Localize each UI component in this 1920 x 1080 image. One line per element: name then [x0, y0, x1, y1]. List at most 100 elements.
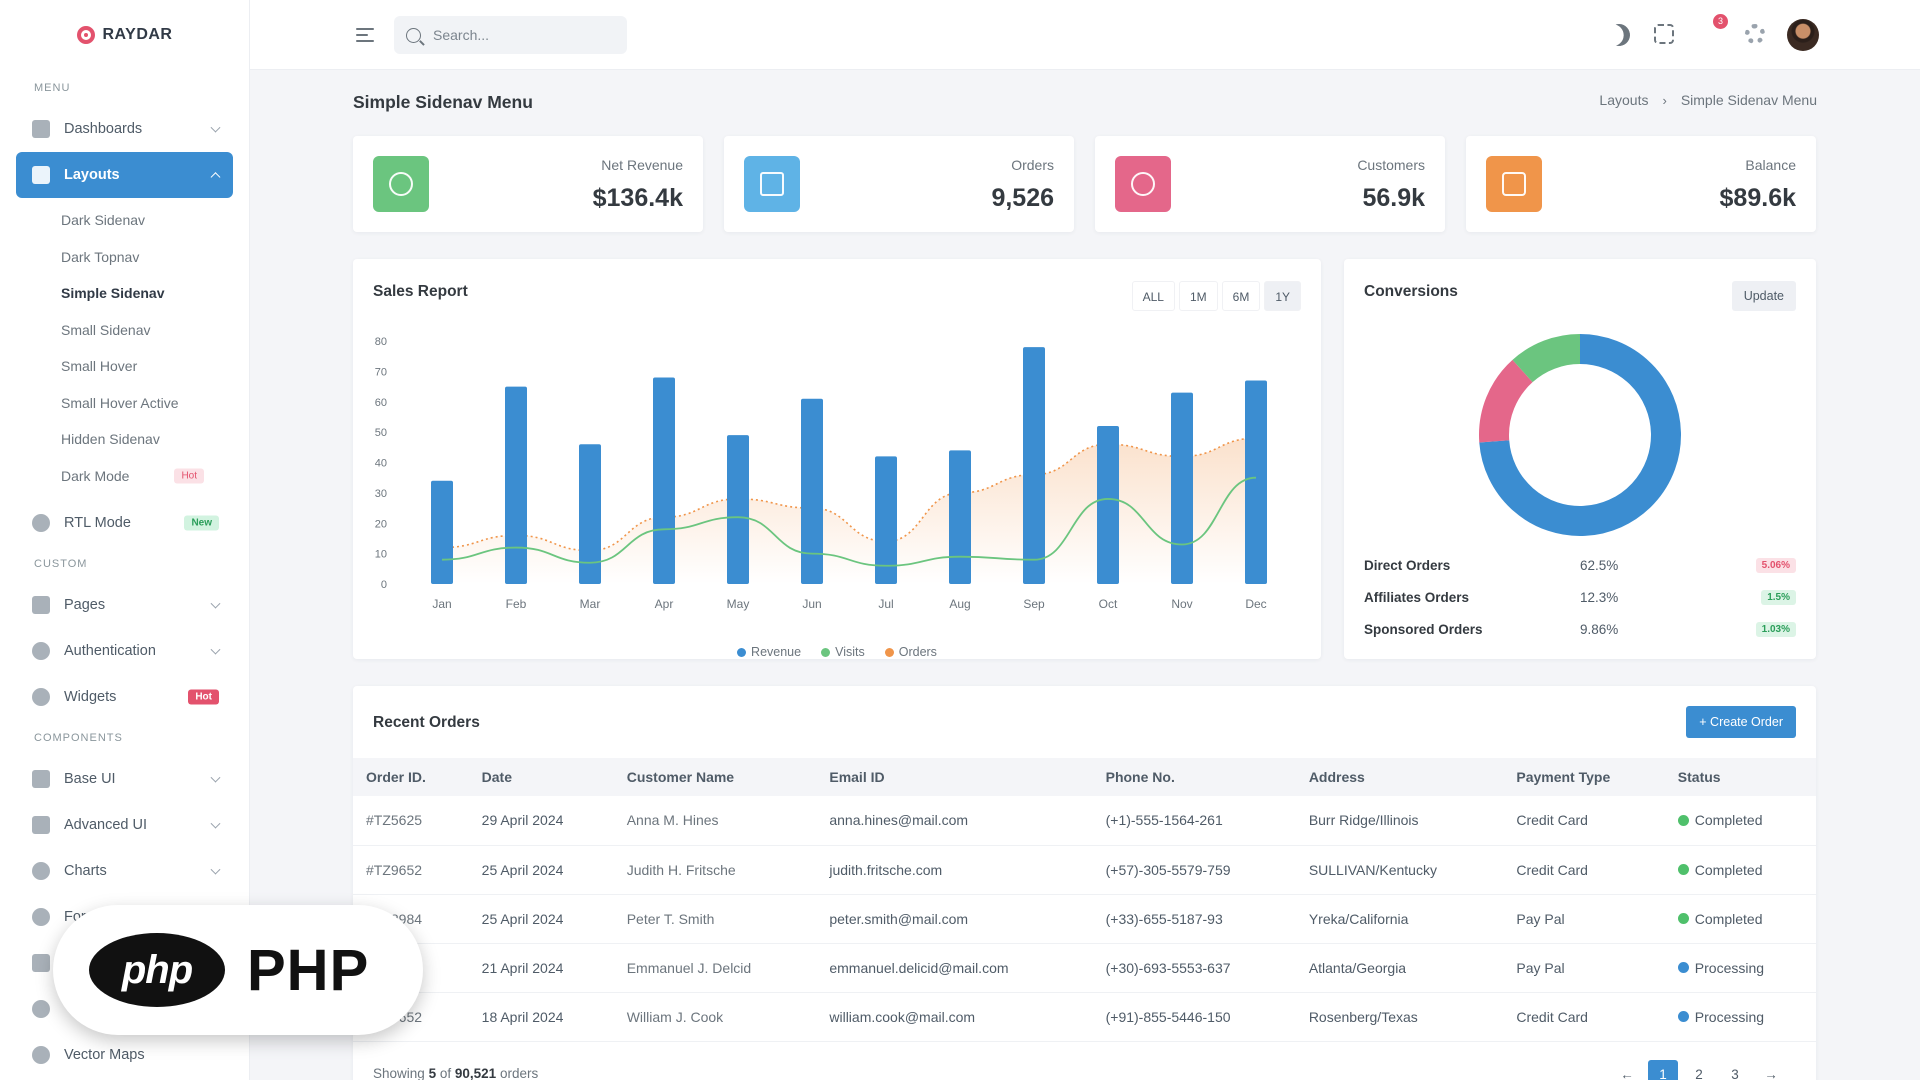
bell-icon[interactable]: 3 [1700, 14, 1728, 46]
revenue-bar[interactable] [949, 450, 971, 584]
conversions-donut-chart [1479, 334, 1681, 536]
revenue-bar[interactable] [505, 386, 527, 584]
table-row[interactable]: #TZ9652 25 April 2024 Judith H. Fritsche ju… [353, 845, 1816, 895]
brand-logo[interactable]: RAYDAR [0, 0, 249, 70]
revenue-bar[interactable] [1245, 380, 1267, 584]
sidebar-item-pages[interactable]: Pages [16, 582, 233, 628]
revenue-bar[interactable] [579, 444, 601, 584]
submenu-item-dark-topnav[interactable]: Dark Topnav [61, 248, 140, 265]
pagination-page-3[interactable]: 3 [1731, 1066, 1739, 1080]
table-cell-email: peter.smith@mail.com [816, 894, 1093, 944]
wallet-icon [1486, 156, 1542, 212]
legend-item-visits[interactable]: Visits [821, 645, 865, 659]
revenue-bar[interactable] [1171, 392, 1193, 584]
sidebar-item-icons[interactable] [16, 986, 233, 1032]
range-all-button[interactable]: ALL [1131, 281, 1175, 311]
submenu-item-small-hover[interactable]: Small Hover [61, 358, 138, 375]
create-order-button[interactable]: + Create Order [1686, 706, 1796, 738]
legend-item-revenue[interactable]: Revenue [737, 645, 801, 659]
menu-toggle-icon[interactable] [356, 28, 374, 42]
submenu-item-dark-mode[interactable]: Dark Mode Hot [0, 458, 249, 495]
revenue-bar[interactable] [431, 480, 453, 584]
revenue-bar[interactable] [653, 377, 675, 584]
range-6m-button[interactable]: 6M [1221, 281, 1261, 311]
status-badge: Completed [1677, 911, 1803, 927]
stat-value: $89.6k [1719, 184, 1796, 212]
table-cell-id[interactable]: #TZ5625 [353, 796, 469, 846]
pagination-page-1[interactable]: 1 [1648, 1060, 1678, 1080]
hot-badge: Hot [188, 689, 219, 705]
sidebar-item-dashboards[interactable]: Dashboards [16, 106, 233, 152]
table-cell-id[interactable]: #TZ9652 [353, 845, 469, 895]
table-cell-name[interactable]: Judith H. Fritsche [613, 845, 817, 895]
range-1m-button[interactable]: 1M [1178, 281, 1218, 311]
legend-item-orders[interactable]: Orders [884, 645, 937, 659]
y-tick-label: 40 [375, 458, 387, 470]
sidebar-item-base-ui[interactable]: Base UI [16, 756, 233, 802]
submenu-item-hidden-sidenav[interactable]: Hidden Sidenav [61, 431, 160, 448]
sidebar-item-vector-maps[interactable]: Vector Maps [16, 1032, 233, 1078]
status-label: Completed [1694, 812, 1763, 829]
fullscreen-icon[interactable] [1654, 24, 1674, 44]
pagination-page-2[interactable]: 2 [1695, 1066, 1703, 1080]
table-cell-name[interactable]: William J. Cook [613, 992, 817, 1042]
search-input[interactable] [433, 27, 603, 43]
table-cell-name[interactable]: Anna M. Hines [613, 796, 817, 846]
revenue-bar[interactable] [1097, 426, 1119, 584]
table-cell-payment: Credit Card [1503, 845, 1665, 895]
gear-icon[interactable] [1745, 24, 1765, 44]
moon-icon[interactable] [1605, 21, 1633, 49]
sidebar-item-layouts[interactable]: Layouts [16, 152, 233, 198]
chevron-down-icon [210, 598, 221, 609]
table-cell-name[interactable]: Emmanuel J. Delcid [613, 943, 817, 993]
update-button[interactable]: Update [1731, 281, 1796, 311]
sidebar-item-charts[interactable]: Charts [16, 848, 233, 894]
column-header[interactable]: Email ID [829, 769, 885, 785]
column-header[interactable]: Address [1308, 769, 1365, 785]
sidebar-item-widgets[interactable]: Widgets Hot [16, 674, 233, 720]
globe-icon [32, 1000, 50, 1018]
visits-line [441, 476, 1257, 567]
table-row[interactable]: #TZ5625 29 April 2024 Anna M. Hines anna.hi… [353, 796, 1816, 846]
sidebar-item-advanced-ui[interactable]: Advanced UI [16, 802, 233, 848]
revenue-bar[interactable] [727, 435, 749, 584]
revenue-bar[interactable] [801, 398, 823, 584]
breadcrumb-link-layouts[interactable]: Layouts [1599, 92, 1649, 108]
pagination-prev[interactable]: ← [1620, 1066, 1634, 1080]
column-header[interactable]: Customer Name [626, 769, 735, 785]
submenu-item-simple-sidenav[interactable]: Simple Sidenav [61, 285, 165, 302]
submenu-item-small-sidenav[interactable]: Small Sidenav [61, 321, 151, 338]
submenu-item-dark-sidenav[interactable]: Dark Sidenav [61, 212, 146, 229]
search-box[interactable] [394, 16, 627, 54]
column-header[interactable]: Order ID. [366, 769, 426, 785]
sidebar-item-rtl-mode[interactable]: RTL Mode New [16, 500, 233, 546]
donut-slice[interactable] [1479, 359, 1533, 443]
status-dot [1677, 962, 1689, 973]
avatar[interactable] [1787, 19, 1819, 51]
column-header[interactable]: Status [1677, 769, 1721, 785]
table-cell-date: 18 April 2024 [468, 992, 614, 1042]
table-cell-name[interactable]: Peter T. Smith [613, 894, 817, 944]
donut-slice[interactable] [1512, 334, 1581, 383]
php-floating-badge[interactable]: php PHP [53, 905, 423, 1035]
sidebar-item-tables[interactable] [16, 940, 233, 986]
donut-slice[interactable] [1479, 334, 1681, 536]
revenue-bar[interactable] [1023, 347, 1045, 584]
status-badge: Processing [1677, 960, 1803, 976]
range-1y-button[interactable]: 1Y [1264, 281, 1301, 311]
column-header[interactable]: Phone No. [1105, 769, 1175, 785]
stat-value: 56.9k [1362, 184, 1425, 212]
sidebar-item-authentication[interactable]: Authentication [16, 628, 233, 674]
table-cell-status: Completed [1664, 845, 1816, 895]
pagination-next[interactable]: → [1764, 1066, 1778, 1080]
recent-orders-card: Recent Orders + Create Order Order ID. D… [353, 686, 1816, 1080]
sales-report-title: Sales Report [373, 283, 468, 300]
submenu-item-small-hover-active[interactable]: Small Hover Active [61, 394, 179, 411]
column-header[interactable]: Payment Type [1516, 769, 1611, 785]
column-header[interactable]: Date [481, 769, 513, 785]
revenue-bar[interactable] [875, 456, 897, 584]
legend-label: Revenue [751, 645, 802, 659]
